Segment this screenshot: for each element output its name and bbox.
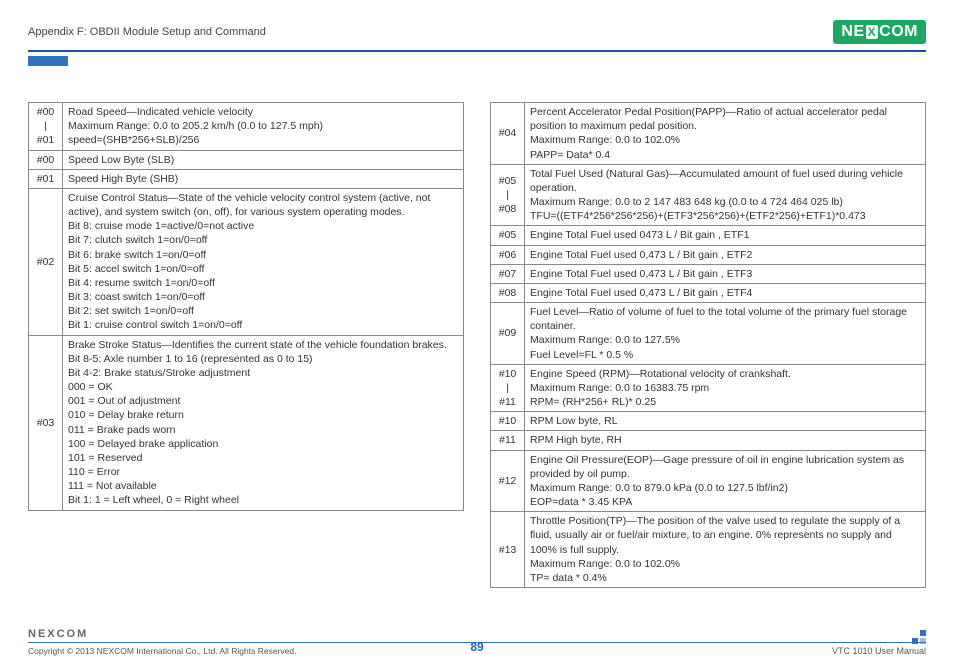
row-id: #04 bbox=[491, 103, 525, 165]
row-id: #13 bbox=[491, 512, 525, 588]
row-desc: Speed Low Byte (SLB) bbox=[63, 150, 464, 169]
table-row: #07Engine Total Fuel used 0,473 L / Bit … bbox=[491, 264, 926, 283]
table-row: #00Speed Low Byte (SLB) bbox=[29, 150, 464, 169]
table-row: #10 | #11Engine Speed (RPM)—Rotational v… bbox=[491, 364, 926, 412]
row-desc: Throttle Position(TP)—The position of th… bbox=[525, 512, 926, 588]
table-row: #11RPM High byte, RH bbox=[491, 431, 926, 450]
row-id: #05 | #08 bbox=[491, 164, 525, 226]
row-desc: Engine Total Fuel used 0,473 L / Bit gai… bbox=[525, 264, 926, 283]
row-id: #05 bbox=[491, 226, 525, 245]
right-column: #04Percent Accelerator Pedal Position(PA… bbox=[490, 102, 926, 588]
page-header: Appendix F: OBDII Module Setup and Comma… bbox=[28, 20, 926, 52]
row-id: #06 bbox=[491, 245, 525, 264]
row-desc: Cruise Control Status—State of the vehic… bbox=[63, 188, 464, 335]
copyright-text: Copyright © 2013 NEXCOM International Co… bbox=[28, 646, 296, 656]
row-id: #10 | #11 bbox=[491, 364, 525, 412]
page-number: 89 bbox=[470, 640, 483, 654]
row-id: #11 bbox=[491, 431, 525, 450]
row-desc: Road Speed—Indicated vehicle velocity Ma… bbox=[63, 103, 464, 151]
row-id: #02 bbox=[29, 188, 63, 335]
header-title: Appendix F: OBDII Module Setup and Comma… bbox=[28, 26, 266, 38]
row-id: #01 bbox=[29, 169, 63, 188]
row-desc: Total Fuel Used (Natural Gas)—Accumulate… bbox=[525, 164, 926, 226]
table-row: #12Engine Oil Pressure(EOP)—Gage pressur… bbox=[491, 450, 926, 512]
row-desc: Engine Total Fuel used 0,473 L / Bit gai… bbox=[525, 245, 926, 264]
table-row: #05Engine Total Fuel used 0473 L / Bit g… bbox=[491, 226, 926, 245]
row-desc: RPM Low byte, RL bbox=[525, 412, 926, 431]
row-id: #07 bbox=[491, 264, 525, 283]
content-area: #00 | #01Road Speed—Indicated vehicle ve… bbox=[28, 102, 926, 588]
table-row: #04Percent Accelerator Pedal Position(PA… bbox=[491, 103, 926, 165]
row-id: #00 bbox=[29, 150, 63, 169]
row-desc: Engine Speed (RPM)—Rotational velocity o… bbox=[525, 364, 926, 412]
left-column: #00 | #01Road Speed—Indicated vehicle ve… bbox=[28, 102, 464, 588]
row-id: #09 bbox=[491, 303, 525, 365]
page-footer: NEXCOM Copyright © 2013 NEXCOM Internati… bbox=[28, 628, 926, 656]
row-id: #03 bbox=[29, 335, 63, 510]
row-desc: Fuel Level—Ratio of volume of fuel to th… bbox=[525, 303, 926, 365]
left-table: #00 | #01Road Speed—Indicated vehicle ve… bbox=[28, 102, 464, 511]
table-row: #02Cruise Control Status—State of the ve… bbox=[29, 188, 464, 335]
row-desc: Percent Accelerator Pedal Position(PAPP)… bbox=[525, 103, 926, 165]
row-id: #00 | #01 bbox=[29, 103, 63, 151]
table-row: #08Engine Total Fuel used 0,473 L / Bit … bbox=[491, 283, 926, 302]
row-id: #10 bbox=[491, 412, 525, 431]
table-row: #10RPM Low byte, RL bbox=[491, 412, 926, 431]
row-desc: Speed High Byte (SHB) bbox=[63, 169, 464, 188]
table-row: #00 | #01Road Speed—Indicated vehicle ve… bbox=[29, 103, 464, 151]
row-desc: Engine Oil Pressure(EOP)—Gage pressure o… bbox=[525, 450, 926, 512]
header-accent bbox=[28, 56, 68, 66]
row-desc: RPM High byte, RH bbox=[525, 431, 926, 450]
table-row: #01Speed High Byte (SHB) bbox=[29, 169, 464, 188]
table-row: #09Fuel Level—Ratio of volume of fuel to… bbox=[491, 303, 926, 365]
table-row: #06Engine Total Fuel used 0,473 L / Bit … bbox=[491, 245, 926, 264]
table-row: #03Brake Stroke Status—Identifies the cu… bbox=[29, 335, 464, 510]
table-row: #13Throttle Position(TP)—The position of… bbox=[491, 512, 926, 588]
right-table: #04Percent Accelerator Pedal Position(PA… bbox=[490, 102, 926, 588]
row-desc: Engine Total Fuel used 0,473 L / Bit gai… bbox=[525, 283, 926, 302]
nexcom-logo: NEXCOM bbox=[833, 20, 926, 44]
table-row: #05 | #08Total Fuel Used (Natural Gas)—A… bbox=[491, 164, 926, 226]
manual-name: VTC 1010 User Manual bbox=[832, 646, 926, 656]
footer-logo: NEXCOM bbox=[28, 628, 926, 640]
row-desc: Engine Total Fuel used 0473 L / Bit gain… bbox=[525, 226, 926, 245]
row-desc: Brake Stroke Status—Identifies the curre… bbox=[63, 335, 464, 510]
row-id: #08 bbox=[491, 283, 525, 302]
row-id: #12 bbox=[491, 450, 525, 512]
